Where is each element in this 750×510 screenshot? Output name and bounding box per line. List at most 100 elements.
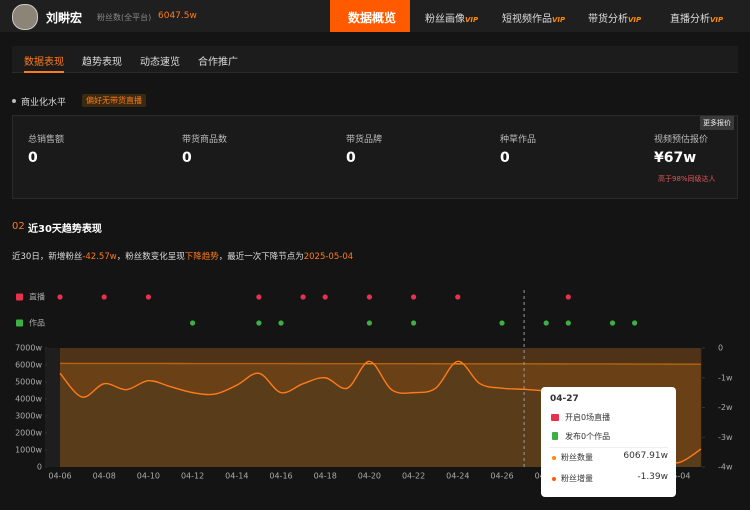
live-icon [551, 414, 559, 421]
event-dot [565, 320, 571, 326]
x-tick-label: 04-26 [490, 472, 513, 481]
avatar [12, 4, 38, 30]
x-tick-label: 04-22 [402, 472, 425, 481]
summary-text: ，粉丝数变化呈现 [116, 252, 185, 262]
tooltip-live: 开启0场直播 [565, 413, 611, 422]
x-tick-label: 04-16 [269, 472, 292, 481]
tab-label: 短视频作品 [502, 14, 552, 25]
tab-label: 带货分析 [588, 14, 628, 25]
sub-nav-item[interactable]: 趋势表现 [82, 57, 122, 68]
summary-highlight: -42.57w [82, 252, 117, 262]
creator-name: 刘畊宏 [46, 11, 83, 25]
x-tick-label: 05-04 [667, 472, 690, 481]
stats-card [12, 115, 738, 199]
event-dot [145, 294, 151, 300]
y-tick-label: 7000w [15, 344, 42, 353]
x-tick-label: 04-24 [446, 472, 469, 481]
fans-value: 6047.5w [158, 11, 197, 21]
y-tick-label: 2000w [15, 429, 42, 438]
y-tick-label: 1000w [15, 446, 42, 455]
event-dot [609, 320, 616, 326]
fans-label: 粉丝数(全平台) [97, 13, 152, 22]
stat-note: 高于98%同级达人 [658, 175, 716, 183]
works-icon [552, 432, 558, 440]
y2-tick-label: -4w [718, 463, 733, 472]
event-label: 直播 [29, 292, 45, 302]
tab[interactable]: 短视频作品VIP [502, 10, 565, 25]
event-dot [632, 320, 638, 326]
summary-text: 近30日，新增粉丝 [12, 252, 83, 262]
section-title: 商业化水平 [21, 98, 67, 108]
y2-tick-label: -3w [718, 433, 733, 442]
event-dot [190, 320, 196, 326]
tab-label: 直播分析 [670, 14, 710, 25]
x-tick-label: 04-12 [181, 472, 204, 481]
vip-badge: VIP [710, 16, 724, 24]
stat-value: 0 [28, 150, 38, 166]
x-tick-label: 04-06 [48, 472, 71, 481]
section-title: 近30天趋势表现 [28, 224, 102, 235]
divider [549, 447, 668, 448]
y2-tick-label: 0 [718, 344, 723, 353]
section-index: 02 [12, 221, 25, 232]
tooltip-series: 粉丝增量 [561, 474, 593, 483]
tab[interactable]: 粉丝画像VIP [425, 10, 478, 25]
more-quote-button[interactable]: 更多报价 [700, 116, 734, 130]
tooltip-title: 04-27 [550, 394, 579, 404]
event-icon [16, 293, 23, 301]
vip-badge: VIP [552, 16, 566, 24]
event-dot [101, 294, 107, 300]
stat-label: 带货商品数 [182, 135, 228, 145]
y-tick-label: 4000w [15, 395, 42, 404]
stat-label: 视频预估报价 [654, 135, 709, 145]
tab[interactable]: 直播分析VIP [670, 10, 723, 25]
tab[interactable]: 带货分析VIP [588, 10, 641, 25]
stat-value: 0 [182, 150, 192, 166]
x-tick-label: 04-10 [137, 472, 160, 481]
summary-text: ，最近一次下降节点为 [218, 252, 304, 262]
vip-badge: VIP [628, 16, 642, 24]
y-tick-label: 5000w [15, 378, 42, 387]
event-dot [366, 294, 372, 300]
event-icon [16, 319, 23, 327]
badge: 偏好无带货直播 [82, 94, 146, 107]
y-tick-label: 3000w [15, 412, 42, 421]
vip-badge: VIP [465, 16, 479, 24]
event-dot [256, 320, 262, 326]
y-tick-label: 0 [37, 463, 42, 472]
x-tick-label: 04-14 [225, 472, 248, 481]
x-tick-label: 04-20 [358, 472, 381, 481]
bullet [12, 99, 16, 103]
stat-value: 0 [500, 150, 510, 166]
stat-label: 种草作品 [500, 135, 537, 145]
event-dot [411, 320, 417, 326]
dot [552, 456, 556, 460]
tooltip-value: -1.39w [637, 472, 668, 482]
sub-nav-item[interactable]: 合作推广 [198, 57, 238, 68]
event-dot [565, 294, 571, 300]
event-dot [455, 294, 461, 300]
y2-tick-label: -2w [718, 403, 733, 412]
tooltip-value: 6067.91w [623, 451, 668, 461]
tooltip: 04-27 开启0场直播 发布0个作品 粉丝数量 6067.91w 粉丝增量 -… [541, 387, 676, 497]
summary: 近30日，新增粉丝-42.57w，粉丝数变化呈现下降趋势，最近一次下降节点为20… [12, 250, 353, 262]
area [60, 348, 701, 463]
event-label: 作品 [29, 318, 45, 328]
sub-nav-item-active[interactable]: 数据表现 [24, 53, 64, 73]
event-dot [411, 294, 417, 300]
summary-highlight: 2025-05-04 [303, 252, 354, 262]
event-dot [300, 294, 306, 300]
event-dot [322, 294, 328, 300]
stat-label: 总销售额 [28, 135, 65, 145]
x-tick-label: 04-08 [93, 472, 116, 481]
event-dot [366, 320, 372, 326]
tab-label: 粉丝画像 [425, 14, 465, 25]
summary-highlight: 下降趋势 [184, 252, 219, 262]
sub-nav-item[interactable]: 动态速览 [140, 57, 180, 68]
y-tick-label: 6000w [15, 361, 42, 370]
tab-active[interactable] [330, 0, 410, 32]
tab[interactable]: 数据概览 [348, 11, 397, 25]
event-dot [543, 320, 549, 326]
stat-value: 0 [346, 150, 356, 166]
